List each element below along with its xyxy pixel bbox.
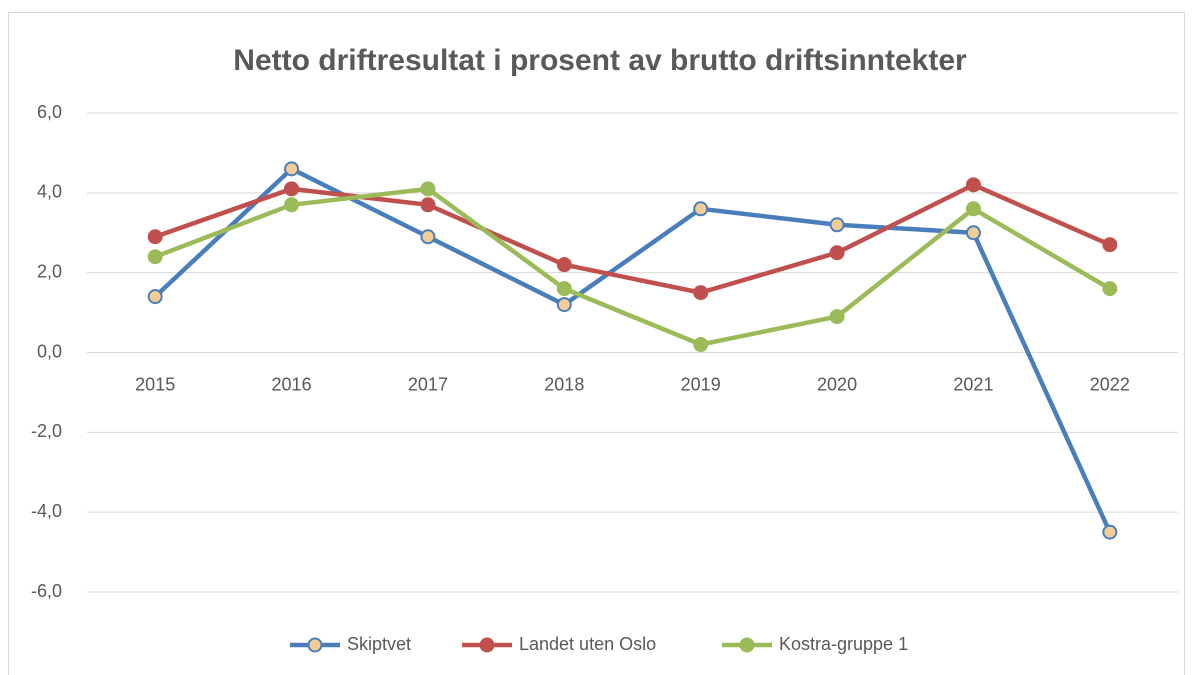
data-point bbox=[284, 161, 300, 177]
data-point bbox=[829, 217, 845, 233]
x-tick-label: 2016 bbox=[272, 374, 312, 394]
series-line bbox=[152, 186, 1113, 347]
y-tick-label: 4,0 bbox=[37, 182, 62, 202]
data-point bbox=[693, 285, 709, 301]
data-point bbox=[147, 249, 163, 265]
legend-label: Skiptvet bbox=[347, 634, 411, 654]
legend-label: Landet uten Oslo bbox=[519, 634, 656, 654]
y-tick-label: -4,0 bbox=[31, 501, 62, 521]
data-point bbox=[420, 229, 436, 245]
x-tick-label: 2017 bbox=[408, 374, 448, 394]
data-point bbox=[693, 337, 709, 353]
legend-marker bbox=[739, 637, 755, 653]
data-point bbox=[284, 197, 300, 213]
legend-marker bbox=[307, 637, 323, 653]
chart-border bbox=[8, 12, 1185, 675]
series-line bbox=[152, 166, 1113, 535]
data-point bbox=[556, 257, 572, 273]
data-point bbox=[147, 289, 163, 305]
data-point bbox=[420, 181, 436, 197]
y-tick-label: 0,0 bbox=[37, 341, 62, 361]
data-point bbox=[420, 197, 436, 213]
y-tick-label: -6,0 bbox=[31, 581, 62, 601]
x-tick-label: 2018 bbox=[544, 374, 584, 394]
data-point bbox=[1102, 281, 1118, 297]
data-point bbox=[829, 245, 845, 261]
data-point bbox=[693, 201, 709, 217]
y-tick-label: -2,0 bbox=[31, 421, 62, 441]
data-point bbox=[284, 181, 300, 197]
data-point bbox=[965, 201, 981, 217]
data-point bbox=[965, 177, 981, 193]
y-tick-label: 6,0 bbox=[37, 102, 62, 122]
data-point bbox=[556, 297, 572, 313]
x-tick-label: 2021 bbox=[953, 374, 993, 394]
data-point bbox=[147, 229, 163, 245]
legend-marker bbox=[479, 637, 495, 653]
y-tick-label: 2,0 bbox=[37, 261, 62, 281]
x-tick-label: 2019 bbox=[681, 374, 721, 394]
data-point bbox=[829, 309, 845, 325]
x-tick-label: 2015 bbox=[135, 374, 175, 394]
legend-label: Kostra-gruppe 1 bbox=[779, 634, 908, 654]
chart-title: Netto driftresultat i prosent av brutto … bbox=[233, 44, 967, 77]
data-point bbox=[965, 225, 981, 241]
data-point bbox=[1102, 524, 1118, 540]
data-point bbox=[1102, 237, 1118, 253]
series-line bbox=[152, 182, 1113, 295]
x-tick-label: 2020 bbox=[817, 374, 857, 394]
x-tick-label: 2022 bbox=[1090, 374, 1130, 394]
data-point bbox=[556, 281, 572, 297]
